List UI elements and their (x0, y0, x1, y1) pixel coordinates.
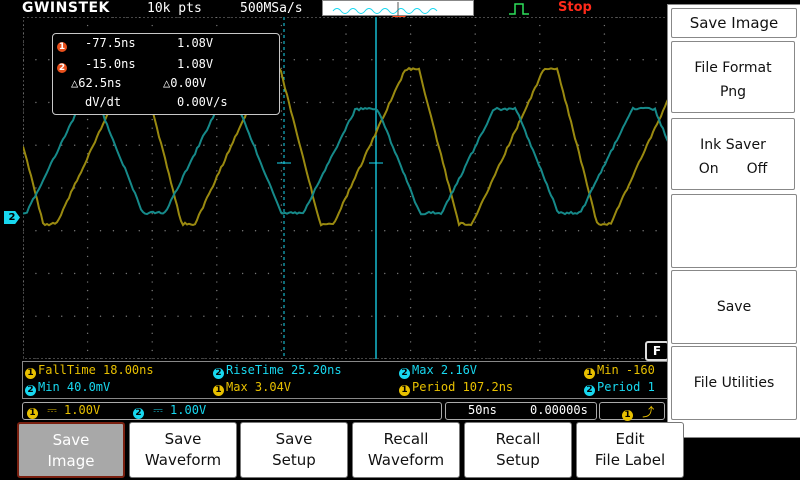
sample-rate: 500MSa/s (240, 1, 303, 16)
save-setup-softkey[interactable]: Save Setup (240, 422, 348, 478)
measurement-item: 1 Max 3.04V (213, 380, 291, 396)
cursor2-time: -15.0ns (85, 57, 136, 71)
save-button[interactable]: Save (671, 270, 797, 344)
cursor2-badge: 2 (57, 63, 67, 73)
ink-saver-on: On (699, 161, 719, 177)
ch1-scale-readout: 1 ⎓ 1.00V (27, 403, 100, 419)
recall-waveform-softkey[interactable]: Recall Waveform (352, 422, 460, 478)
filter-badge[interactable]: F (645, 341, 669, 361)
cursor-readout-panel: 1 -77.5ns 1.08V 2 -15.0ns 1.08V △62.5ns … (52, 33, 280, 115)
ink-saver-label: Ink Saver (672, 133, 794, 157)
side-menu: Save Image File Format Png Ink Saver On O… (667, 4, 800, 438)
measurement-item: 1 Period 107.2ns (399, 380, 513, 396)
save-image-softkey[interactable]: Save Image (17, 422, 125, 478)
channel-scale-bar[interactable]: 1 ⎓ 1.00V 2 ⎓ 1.00V (22, 402, 442, 420)
measurement-item: 2 Min 40.0mV (25, 380, 110, 396)
ch2-ground-marker[interactable]: 2 (4, 211, 20, 224)
trigger-channel: 1 ⤴ (622, 403, 654, 421)
trigger-edge-icon (508, 2, 530, 16)
empty-side-button[interactable] (671, 194, 797, 268)
file-utilities-button[interactable]: File Utilities (671, 346, 797, 420)
ch2-scale-readout: 2 ⎓ 1.00V (133, 403, 206, 419)
file-format-label: File Format (672, 56, 794, 80)
measurement-item: 2 Max 2.16V (399, 363, 477, 379)
measurement-item: 2 Period 1 (584, 380, 655, 396)
edit-file-label-softkey[interactable]: Edit File Label (576, 422, 684, 478)
horizontal-position: 0.00000s (530, 403, 588, 417)
memory-position-bar (322, 0, 474, 16)
cursor1-badge: 1 (57, 42, 67, 52)
ink-saver-off: Off (747, 161, 768, 177)
cursor1-time: -77.5ns (85, 36, 136, 50)
measurement-panel: 1 FallTime 18.00ns 2 RiseTime 25.20ns 2 Max… (22, 361, 672, 399)
trigger-readout[interactable]: 1 ⤴ (599, 402, 665, 420)
delta-volt: △0.00V (163, 76, 206, 90)
file-format-value: Png (672, 80, 794, 104)
ink-saver-button[interactable]: Ink Saver On Off (671, 118, 795, 190)
dvdt-label: dV/dt (85, 95, 121, 109)
dvdt-value: 0.00V/s (177, 95, 228, 109)
run-stop-status[interactable]: Stop (558, 0, 592, 15)
timebase-readout[interactable]: 50ns 0.00000s (445, 402, 597, 420)
delta-time: △62.5ns (71, 76, 122, 90)
measurement-item: 1 FallTime 18.00ns (25, 363, 154, 379)
measurement-item: 2 RiseTime 25.20ns (213, 363, 342, 379)
cursor1-volt: 1.08V (177, 36, 213, 50)
memory-waveform-icon (323, 2, 473, 16)
record-length: 10k pts (147, 1, 202, 16)
side-menu-title: Save Image (671, 8, 797, 38)
cursor2-volt: 1.08V (177, 57, 213, 71)
timebase-scale: 50ns (468, 403, 497, 417)
recall-setup-softkey[interactable]: Recall Setup (464, 422, 572, 478)
brand-logo: GWINSTEK (22, 0, 110, 16)
file-format-button[interactable]: File Format Png (671, 41, 795, 113)
measurement-item: 1 Min -160 (584, 363, 655, 379)
save-waveform-softkey[interactable]: Save Waveform (129, 422, 237, 478)
